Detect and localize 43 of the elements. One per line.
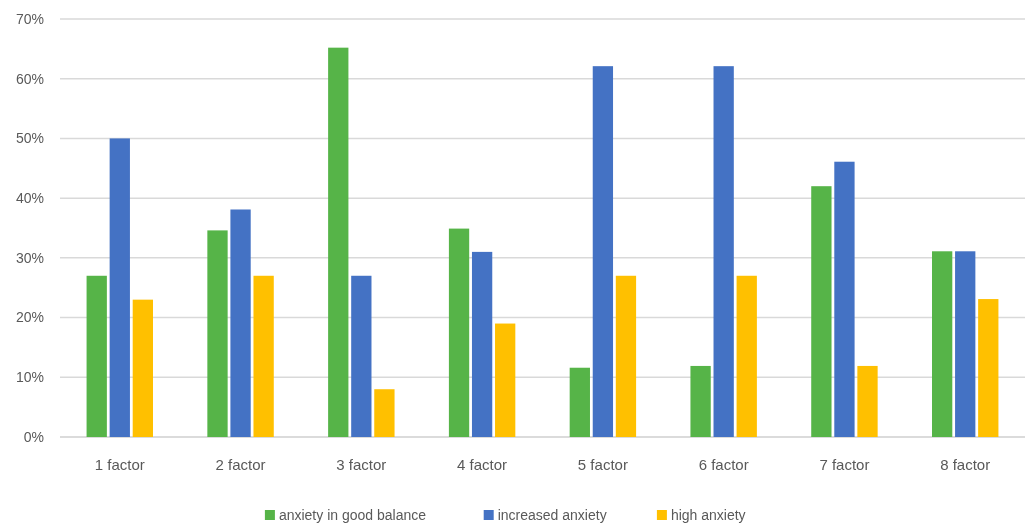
y-tick-label: 10% [15,369,44,386]
bar [86,275,107,437]
x-tick-label: 6 factor [698,456,749,473]
bar [955,251,976,437]
bar [351,275,372,437]
bar [328,47,349,437]
bar [569,367,590,437]
x-tick-label: 8 factor [940,456,991,473]
bar [857,365,878,437]
bar [471,251,493,437]
y-tick-label: 20% [15,309,44,326]
legend-label: increased anxiety [497,507,607,523]
bar [495,323,516,437]
bar [253,275,274,437]
x-tick-label: 1 factor [94,456,145,473]
x-tick-label: 5 factor [577,456,628,473]
legend-label: anxiety in good balance [278,507,427,523]
bar [374,389,395,437]
y-tick-label: 50% [15,130,44,147]
x-tick-label: 4 factor [457,456,508,473]
bar [811,186,832,437]
y-tick-label: 40% [15,190,44,207]
x-tick-label: 3 factor [336,456,387,473]
y-tick-label: 70% [15,10,44,27]
x-tick-label: 7 factor [819,456,870,473]
y-tick-label: 0% [23,428,44,445]
bar [207,230,228,437]
bar [230,209,251,437]
bar [448,228,470,437]
bar [109,138,130,437]
bar [736,275,757,437]
bar [132,299,153,437]
y-tick-label: 60% [15,70,44,87]
legend-label: high anxiety [670,507,746,523]
bar [592,66,614,437]
bar [978,299,999,437]
x-tick-label: 2 factor [215,456,266,473]
y-tick-label: 30% [15,249,44,266]
bar [690,365,711,437]
bar [834,161,855,437]
bar [615,275,637,437]
bar [713,66,734,437]
bar [932,251,953,437]
